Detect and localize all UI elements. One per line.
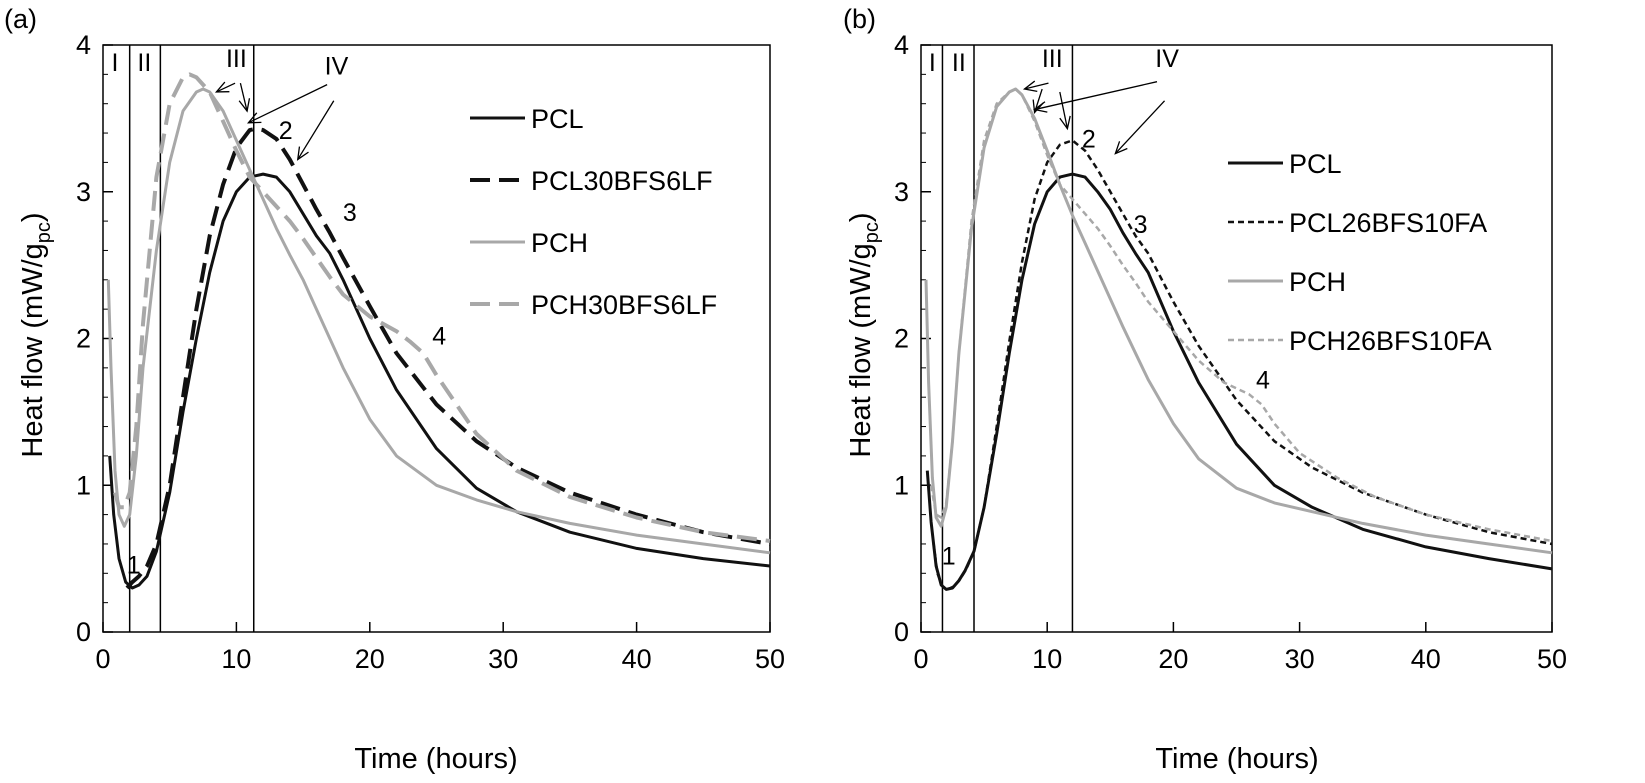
series-line-pcl30bfs6lf [125,126,771,590]
annotation-arrow [297,100,335,160]
y-axis-label-close: ) [845,212,877,222]
y-axis-label-subscript: pc [33,222,55,243]
annotation-arrow [216,82,236,93]
phase-label: IV [325,52,349,80]
panel-a: (a) Time (hours) Heat flow (mW/gpc) 0 1 2 3… [4,4,785,775]
y-axis-label: Heat flow (mW/gpc) [17,212,55,457]
y-tick-label: 4 [894,30,909,60]
arrow-head [1114,141,1128,155]
y-tick-label: 4 [76,30,91,60]
x-tick-label: 10 [1032,644,1062,674]
legend-label: PCH30BFS6LF [531,290,717,320]
annotation-arrow [1059,91,1069,129]
y-tick-label: 2 [76,324,91,354]
region-label: II [952,49,966,77]
arrow-head [296,146,309,161]
point-label: 4 [1256,366,1270,394]
y-axis-label-main: Heat flow (mW/g [845,243,877,457]
series-line-pcl26bfs10fa [932,139,1553,591]
legend-label: PCL [1289,149,1342,179]
arrow-head [214,81,230,93]
point-label: 3 [1134,211,1148,239]
legend-label: PCL [531,104,584,134]
series-line-pcl [925,172,1553,591]
y-tick-label: 0 [894,617,909,647]
y-tick-label: 3 [894,177,909,207]
arrow-head [246,112,262,124]
y-tick-label: 3 [76,177,91,207]
x-tick-label: 40 [1411,644,1441,674]
x-tick-label: 0 [913,644,928,674]
panel-b: (b) Time (hours) Heat flow (mW/gpc) 0 1 2 3… [843,4,1567,775]
series-line-pcl [108,172,771,590]
point-label: 1 [942,542,956,570]
y-tick-label: 2 [894,324,909,354]
x-tick-label: 50 [755,644,785,674]
panel-label: (b) [843,4,876,34]
x-axis-label: Time (hours) [1155,743,1318,775]
x-tick-label: 30 [488,644,518,674]
point-label: 4 [432,322,446,350]
phase-label: III [226,45,247,73]
legend-label: PCH [1289,267,1346,297]
annotation-arrow [1024,82,1049,90]
x-tick-label: 10 [221,644,251,674]
point-label: 1 [127,551,141,579]
y-axis-label-main: Heat flow (mW/g [17,243,49,457]
arrow-head [1032,99,1044,115]
x-tick-label: 40 [622,644,652,674]
y-tick-label: 1 [76,470,91,500]
legend-label: PCH [531,228,588,258]
legend-label: PCH26BFS10FA [1289,326,1492,356]
y-tick-label: 0 [76,617,91,647]
y-axis-label-close: ) [17,212,49,222]
x-tick-label: 20 [355,644,385,674]
x-tick-label: 20 [1158,644,1188,674]
point-label: 2 [279,117,293,145]
y-axis-label: Heat flow (mW/gpc) [845,212,883,457]
region-label: I [929,49,936,77]
x-tick-label: 30 [1285,644,1315,674]
phase-label: III [1042,45,1063,73]
y-axis-label-subscript: pc [861,222,883,243]
legend-label: PCL26BFS10FA [1289,208,1487,238]
annotation-arrow [248,84,328,124]
annotation-arrow [1114,100,1166,155]
arrow-head [1059,115,1071,131]
legend-label: PCL30BFS6LF [531,166,713,196]
x-axis-label: Time (hours) [354,743,517,775]
series-line-pch [106,87,771,555]
point-label: 2 [1082,126,1096,154]
arrow-head [1022,80,1038,92]
series-line-pch26bfs10fa [929,87,1553,543]
y-tick-label: 1 [894,470,909,500]
arrow-head [238,98,251,113]
annotation-arrow [1034,81,1158,111]
region-label: II [137,49,151,77]
series-line-pch [924,87,1553,555]
x-tick-label: 0 [95,644,110,674]
x-tick-label: 50 [1537,644,1567,674]
region-label: I [112,49,119,77]
annotation-arrow [239,83,248,112]
arrow-head [1033,101,1048,113]
series-line-pch30bfs6lf [113,72,771,543]
point-label: 3 [343,199,357,227]
phase-label: IV [1155,45,1179,73]
panel-label: (a) [4,4,37,34]
